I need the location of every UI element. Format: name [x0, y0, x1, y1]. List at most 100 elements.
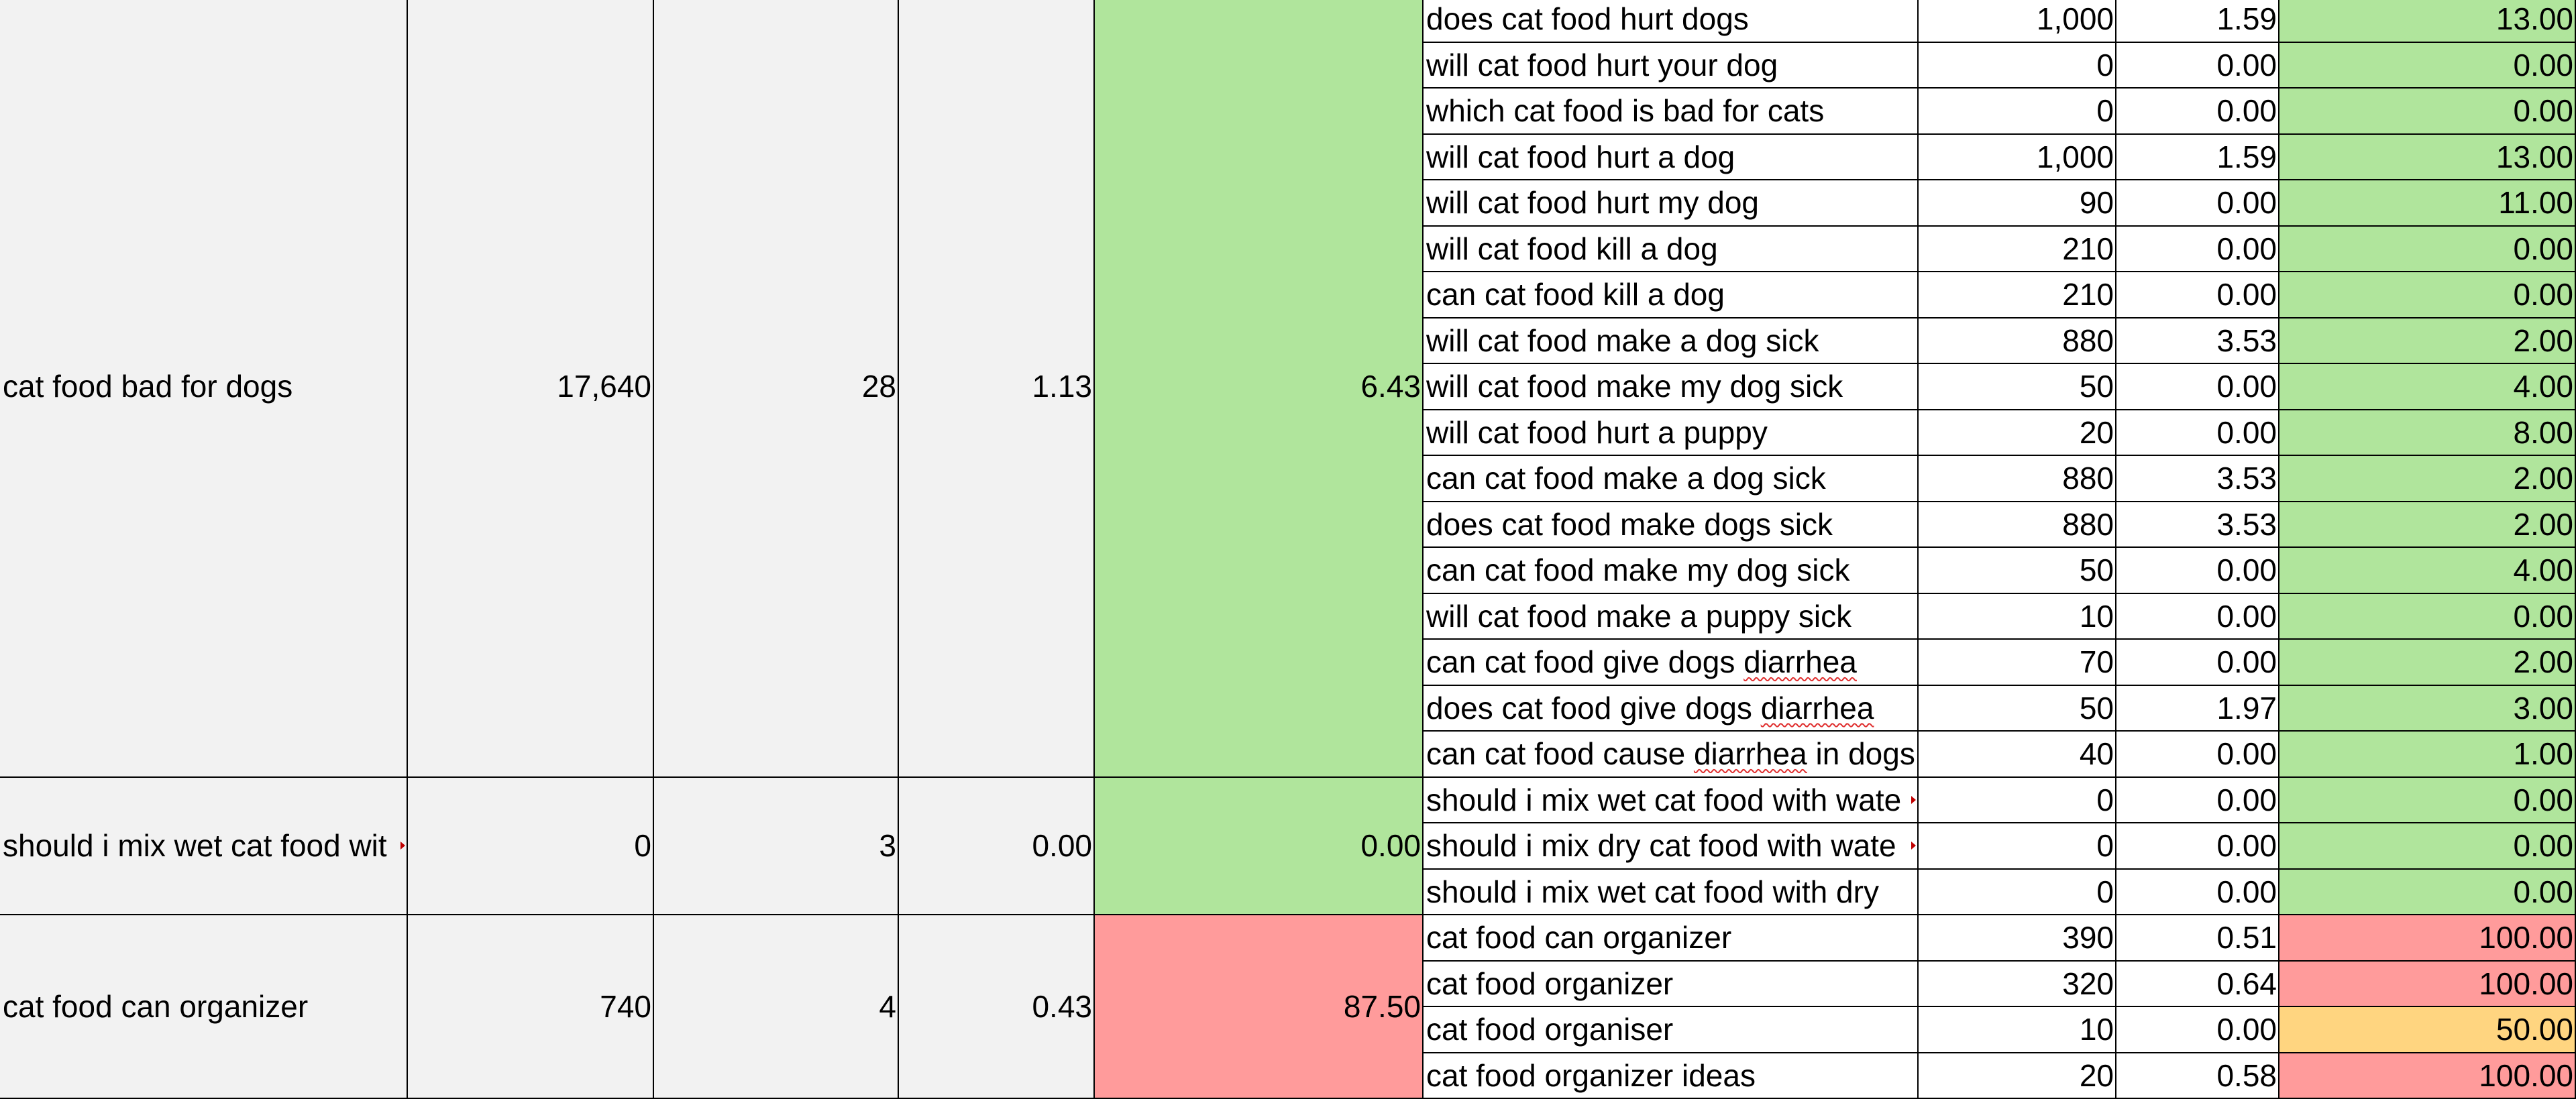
keyword-cpc-cell[interactable]: 0.00	[2116, 823, 2279, 870]
keyword-score-cell[interactable]: 1.00	[2279, 732, 2576, 778]
keyword-score-cell[interactable]: 4.00	[2279, 548, 2576, 594]
keyword-cpc-cell[interactable]: 3.53	[2116, 456, 2279, 502]
keyword-volume-cell[interactable]: 880	[1919, 502, 2116, 548]
keyword-score-cell[interactable]: 3.00	[2279, 686, 2576, 732]
keyword-cell[interactable]: cat food can organizer	[1424, 915, 1919, 962]
keyword-cell[interactable]: cat food organiser	[1424, 1007, 1919, 1053]
keyword-score-cell[interactable]: 2.00	[2279, 456, 2576, 502]
keyword-cpc-cell[interactable]: 0.00	[2116, 1007, 2279, 1053]
group-cpc-cell[interactable]: 1.13	[899, 0, 1095, 778]
keyword-cpc-cell[interactable]: 3.53	[2116, 319, 2279, 365]
group-keyword-cell[interactable]: cat food bad for dogs	[0, 0, 408, 778]
group-cpc-cell[interactable]: 0.43	[899, 915, 1095, 1099]
keyword-score-cell[interactable]: 13.00	[2279, 135, 2576, 181]
keyword-cell[interactable]: will cat food hurt my dog	[1424, 180, 1919, 227]
keyword-score-cell[interactable]: 13.00	[2279, 0, 2576, 43]
keyword-cpc-cell[interactable]: 0.00	[2116, 43, 2279, 89]
group-score-cell[interactable]: 0.00	[1095, 778, 1424, 916]
keyword-cell[interactable]: should i mix wet cat food with dry	[1424, 870, 1919, 916]
group-volume-cell[interactable]: 0	[408, 778, 654, 916]
keyword-volume-cell[interactable]: 20	[1919, 410, 2116, 457]
keyword-cell[interactable]: will cat food make my dog sick	[1424, 364, 1919, 410]
keyword-score-cell[interactable]: 4.00	[2279, 364, 2576, 410]
group-volume-cell[interactable]: 17,640	[408, 0, 654, 778]
keyword-cpc-cell[interactable]: 1.59	[2116, 0, 2279, 43]
keyword-volume-cell[interactable]: 0	[1919, 778, 2116, 824]
keyword-volume-cell[interactable]: 70	[1919, 640, 2116, 686]
keyword-score-cell[interactable]: 0.00	[2279, 594, 2576, 640]
keyword-volume-cell[interactable]: 0	[1919, 823, 2116, 870]
keyword-cpc-cell[interactable]: 0.51	[2116, 915, 2279, 962]
keyword-cell[interactable]: which cat food is bad for cats	[1424, 89, 1919, 135]
keyword-cell[interactable]: will cat food hurt a dog	[1424, 135, 1919, 181]
keyword-volume-cell[interactable]: 50	[1919, 548, 2116, 594]
keyword-cell[interactable]: will cat food make a dog sick	[1424, 319, 1919, 365]
keyword-cpc-cell[interactable]: 1.59	[2116, 135, 2279, 181]
keyword-volume-cell[interactable]: 50	[1919, 364, 2116, 410]
group-volume-cell[interactable]: 740	[408, 915, 654, 1099]
keyword-cpc-cell[interactable]: 0.00	[2116, 89, 2279, 135]
keyword-cell[interactable]: cat food organizer ideas	[1424, 1053, 1919, 1099]
keyword-volume-cell[interactable]: 210	[1919, 227, 2116, 273]
keyword-cell[interactable]: can cat food give dogs diarrhea	[1424, 640, 1919, 686]
keyword-score-cell[interactable]: 50.00	[2279, 1007, 2576, 1053]
keyword-score-cell[interactable]: 2.00	[2279, 640, 2576, 686]
keyword-cell[interactable]: can cat food kill a dog	[1424, 272, 1919, 319]
keyword-cell[interactable]: will cat food make a puppy sick	[1424, 594, 1919, 640]
keyword-volume-cell[interactable]: 1,000	[1919, 135, 2116, 181]
keyword-volume-cell[interactable]: 0	[1919, 870, 2116, 916]
keyword-score-cell[interactable]: 0.00	[2279, 272, 2576, 319]
keyword-volume-cell[interactable]: 320	[1919, 962, 2116, 1008]
keyword-score-cell[interactable]: 0.00	[2279, 227, 2576, 273]
keyword-cpc-cell[interactable]: 1.97	[2116, 686, 2279, 732]
group-count-cell[interactable]: 28	[654, 0, 899, 778]
keyword-cpc-cell[interactable]: 0.00	[2116, 272, 2279, 319]
group-keyword-cell[interactable]: should i mix wet cat food wit	[0, 778, 408, 916]
keyword-volume-cell[interactable]: 50	[1919, 686, 2116, 732]
keyword-cpc-cell[interactable]: 0.00	[2116, 778, 2279, 824]
keyword-cpc-cell[interactable]: 0.00	[2116, 410, 2279, 457]
keyword-volume-cell[interactable]: 90	[1919, 180, 2116, 227]
group-keyword-cell[interactable]: cat food can organizer	[0, 915, 408, 1099]
keyword-cpc-cell[interactable]: 0.00	[2116, 594, 2279, 640]
keyword-cell[interactable]: can cat food make a dog sick	[1424, 456, 1919, 502]
keyword-cpc-cell[interactable]: 0.00	[2116, 180, 2279, 227]
keyword-cell[interactable]: should i mix dry cat food with wate	[1424, 823, 1919, 870]
keyword-cell[interactable]: cat food organizer	[1424, 962, 1919, 1008]
keyword-score-cell[interactable]: 11.00	[2279, 180, 2576, 227]
group-score-cell[interactable]: 6.43	[1095, 0, 1424, 778]
keyword-score-cell[interactable]: 8.00	[2279, 410, 2576, 457]
keyword-volume-cell[interactable]: 40	[1919, 732, 2116, 778]
keyword-score-cell[interactable]: 0.00	[2279, 89, 2576, 135]
keyword-cell[interactable]: will cat food hurt a puppy	[1424, 410, 1919, 457]
keyword-cell[interactable]: will cat food kill a dog	[1424, 227, 1919, 273]
keyword-volume-cell[interactable]: 10	[1919, 594, 2116, 640]
keyword-volume-cell[interactable]: 20	[1919, 1053, 2116, 1099]
keyword-score-cell[interactable]: 0.00	[2279, 778, 2576, 824]
keyword-score-cell[interactable]: 0.00	[2279, 870, 2576, 916]
keyword-volume-cell[interactable]: 0	[1919, 89, 2116, 135]
keyword-score-cell[interactable]: 2.00	[2279, 502, 2576, 548]
keyword-volume-cell[interactable]: 1,000	[1919, 0, 2116, 43]
keyword-volume-cell[interactable]: 880	[1919, 319, 2116, 365]
group-count-cell[interactable]: 4	[654, 915, 899, 1099]
group-cpc-cell[interactable]: 0.00	[899, 778, 1095, 916]
keyword-cpc-cell[interactable]: 0.00	[2116, 548, 2279, 594]
keyword-volume-cell[interactable]: 10	[1919, 1007, 2116, 1053]
keyword-cell[interactable]: should i mix wet cat food with wate	[1424, 778, 1919, 824]
keyword-cell[interactable]: will cat food hurt your dog	[1424, 43, 1919, 89]
keyword-volume-cell[interactable]: 210	[1919, 272, 2116, 319]
keyword-score-cell[interactable]: 100.00	[2279, 1053, 2576, 1099]
keyword-cpc-cell[interactable]: 0.00	[2116, 640, 2279, 686]
group-score-cell[interactable]: 87.50	[1095, 915, 1424, 1099]
keyword-score-cell[interactable]: 2.00	[2279, 319, 2576, 365]
keyword-cell[interactable]: does cat food give dogs diarrhea	[1424, 686, 1919, 732]
keyword-cell[interactable]: can cat food cause diarrhea in dogs	[1424, 732, 1919, 778]
group-count-cell[interactable]: 3	[654, 778, 899, 916]
keyword-score-cell[interactable]: 100.00	[2279, 915, 2576, 962]
keyword-cpc-cell[interactable]: 3.53	[2116, 502, 2279, 548]
keyword-cpc-cell[interactable]: 0.00	[2116, 227, 2279, 273]
keyword-cell[interactable]: can cat food make my dog sick	[1424, 548, 1919, 594]
keyword-score-cell[interactable]: 100.00	[2279, 962, 2576, 1008]
keyword-cell[interactable]: does cat food hurt dogs	[1424, 0, 1919, 43]
